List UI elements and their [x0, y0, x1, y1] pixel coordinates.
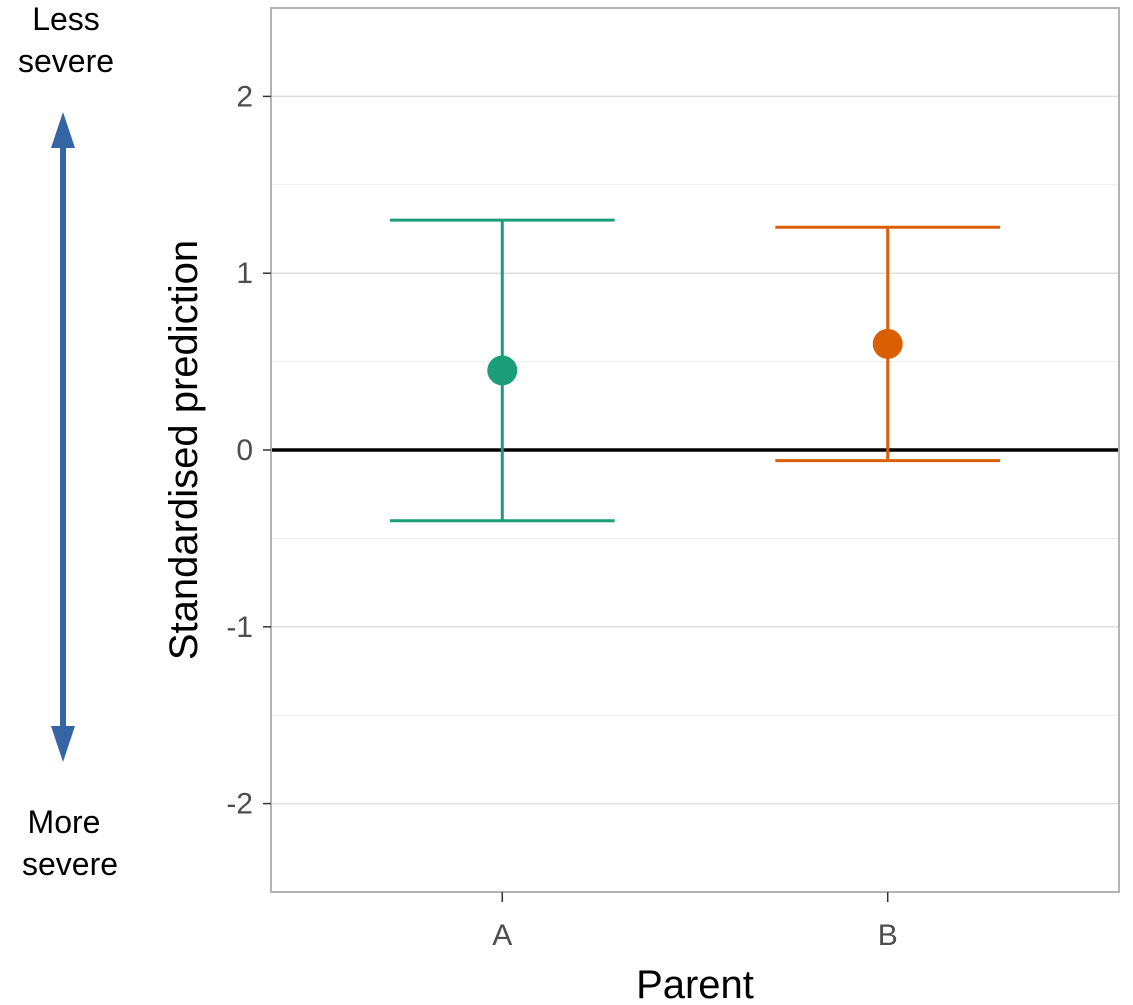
data-points — [487, 328, 903, 386]
y-axis-ticks: -2 -1 0 1 2 — [226, 80, 271, 821]
y-tick-label: 0 — [236, 434, 253, 467]
y-axis-title: Standardised prediction — [162, 240, 206, 660]
point-B — [872, 328, 903, 359]
point-A — [487, 355, 518, 386]
more-severe-label-line2: severe — [22, 846, 118, 882]
severity-annotation: Less severe More severe — [18, 1, 118, 882]
more-severe-label-line1: More — [28, 804, 101, 840]
x-tick-label: B — [878, 919, 898, 952]
severity-arrow-down-head — [51, 726, 75, 762]
x-tick-label: A — [492, 919, 512, 952]
less-severe-label-line1: Less — [32, 1, 100, 37]
plot-area — [270, 7, 1120, 893]
less-severe-label-line2: severe — [18, 43, 114, 79]
y-tick-label: -2 — [226, 788, 253, 821]
y-tick-label: 2 — [236, 80, 253, 113]
y-tick-label: 1 — [236, 257, 253, 290]
x-axis-title: Parent — [636, 963, 754, 1005]
severity-arrow-up-head — [51, 112, 75, 148]
y-tick-label: -1 — [226, 611, 253, 644]
